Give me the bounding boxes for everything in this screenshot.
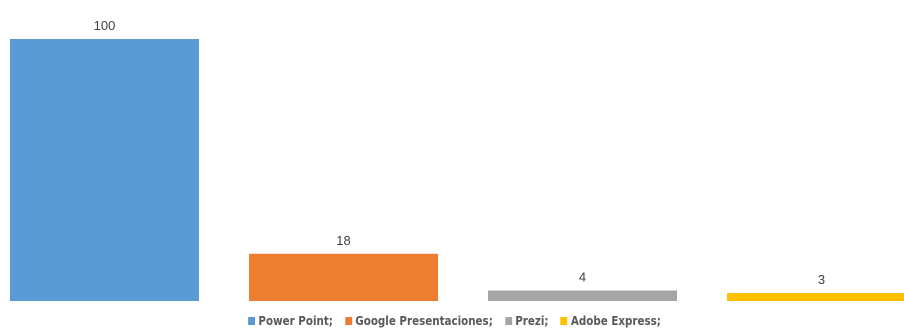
data-label-1: 18 xyxy=(336,233,350,248)
legend-label-3: Adobe Express; xyxy=(570,313,661,328)
legend-label-2: Prezi; xyxy=(515,313,549,328)
data-label-3: 3 xyxy=(818,272,825,287)
legend-label-0: Power Point; xyxy=(258,313,333,328)
legend-item-2: Prezi; xyxy=(504,313,549,328)
chart-legend: Power Point; Google Presentaciones; Prezi;… xyxy=(66,312,843,329)
bar-1 xyxy=(249,253,438,301)
legend-item-3: Adobe Express; xyxy=(560,313,661,328)
legend-swatch-3 xyxy=(560,316,568,325)
legend-item-1: Google Presentaciones; xyxy=(344,313,493,328)
data-label-0: 100 xyxy=(94,18,116,33)
legend-label-1: Google Presentaciones; xyxy=(355,313,493,328)
legend-swatch-1 xyxy=(344,316,352,325)
bars-group xyxy=(10,39,904,301)
bar-2 xyxy=(488,290,677,301)
legend-item-0: Power Point; xyxy=(248,314,333,328)
bar-3 xyxy=(727,293,904,301)
data-labels-group: 100 18 4 3 xyxy=(94,18,825,287)
data-label-2: 4 xyxy=(579,270,586,285)
legend-swatch-0 xyxy=(248,316,255,325)
legend-swatch-2 xyxy=(504,316,512,325)
bar-0 xyxy=(10,39,199,301)
